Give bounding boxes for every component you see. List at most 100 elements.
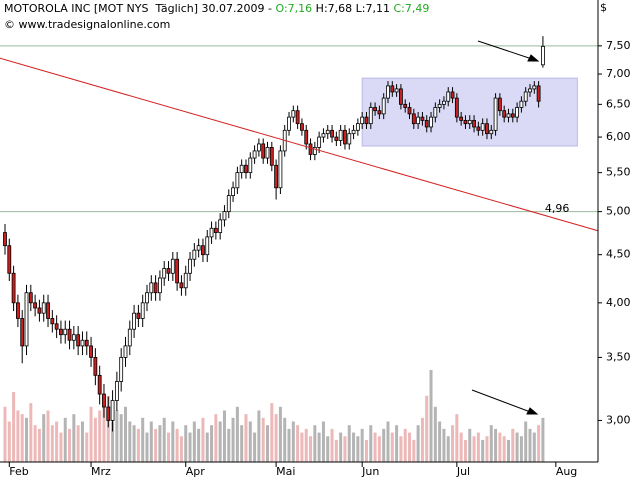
candle-body [196, 245, 201, 251]
candle-body [476, 126, 481, 131]
volume-bar [321, 421, 325, 462]
candle-body [390, 85, 395, 93]
volume-bar [455, 414, 459, 462]
volume-bar [192, 421, 196, 462]
candle-body [519, 100, 524, 108]
volume-bar [463, 439, 467, 462]
header: MOTOROLA INC [MOT NYS Täglich] 30.07.200… [4, 2, 429, 15]
volume-bar [123, 406, 127, 462]
candle-body [54, 323, 59, 330]
volume-bar [433, 406, 437, 462]
volume-bar [468, 428, 472, 462]
candle-body [403, 103, 408, 108]
candle-body [63, 328, 68, 336]
candle-body [411, 113, 416, 125]
candle-body [114, 381, 119, 401]
candle-body [145, 292, 149, 304]
volume-bar [37, 428, 41, 462]
candle-body [41, 302, 46, 314]
header-title: MOTOROLA INC [MOT NYS Täglich] 30.07.200… [4, 2, 272, 15]
volume-bar [210, 425, 214, 462]
candle-body [351, 129, 356, 135]
candle-body [420, 116, 425, 121]
candle-body [325, 129, 330, 135]
volume-bar [42, 414, 46, 462]
volume-bar [167, 432, 171, 462]
arrow [471, 40, 540, 415]
volume-bar [261, 417, 265, 462]
candle-body [76, 334, 81, 347]
candle-body [106, 406, 111, 421]
candle-body [300, 123, 304, 131]
volume-bar [222, 410, 226, 462]
candle-body [506, 113, 511, 118]
candle-body [295, 110, 300, 125]
volume-bar [257, 410, 261, 462]
volume-bar [390, 432, 394, 462]
candle-body [489, 129, 494, 135]
volume-bar [451, 425, 455, 462]
header-open: O:7,16 [275, 2, 313, 15]
candle-body [364, 116, 369, 125]
candle-body [20, 318, 25, 347]
candle-body [442, 100, 446, 105]
x-tick-label: Feb [9, 465, 28, 478]
candle-body [399, 88, 403, 105]
header-high: H:7,68 [315, 2, 353, 15]
volume-bar [154, 428, 158, 462]
volume-bar [309, 436, 313, 462]
volume-bar [476, 432, 480, 462]
candle-body [480, 123, 485, 131]
candle-body [360, 116, 365, 125]
y-tick-label: 6,00 [606, 130, 631, 143]
volume-bar [68, 428, 72, 462]
candle-body [373, 107, 377, 112]
candle-body [416, 116, 421, 125]
trendline [0, 57, 599, 232]
volume-bar [377, 436, 381, 462]
volume-bar [347, 425, 351, 462]
volume-bar [395, 425, 399, 462]
candle-body [71, 334, 76, 341]
volume-bar [287, 428, 291, 462]
annotation-layer: 4,96 [0, 57, 599, 232]
candle-body [269, 147, 274, 166]
volume-bar [515, 432, 519, 462]
volume-bar [386, 421, 390, 462]
candle-body [218, 219, 223, 233]
volume-bar [3, 406, 7, 462]
volume-bar [326, 436, 330, 462]
source: © www.tradesignalonline.com [4, 18, 171, 31]
volume-bar [89, 406, 93, 462]
candle-body [459, 116, 464, 121]
candle-body [308, 143, 313, 155]
plot-area [0, 0, 598, 462]
candle-body [368, 107, 373, 125]
candle-body [493, 97, 498, 131]
candle-body [24, 292, 29, 347]
volume-bar [296, 425, 300, 462]
volume-bar [235, 406, 239, 462]
candle-body [343, 129, 347, 145]
candle-body [265, 147, 270, 159]
candle-body [127, 328, 132, 347]
candle-body [93, 357, 98, 376]
candle-body [386, 85, 390, 99]
volume-bar [364, 439, 368, 462]
candle-body [46, 302, 50, 319]
y-tick-label: 3,50 [606, 350, 631, 363]
volume-bar [201, 417, 205, 462]
candle-body [312, 147, 317, 155]
volume-bar [485, 436, 489, 462]
range-box [361, 77, 578, 147]
candle-body [149, 282, 154, 294]
volume-bar [171, 421, 175, 462]
header-low: L:7,11 [355, 2, 390, 15]
candle-body [248, 157, 253, 174]
volume-bar [494, 428, 498, 462]
candle-body [11, 272, 16, 304]
volume-bar [106, 395, 110, 462]
candle-body [394, 88, 399, 93]
candle-body [226, 195, 231, 213]
